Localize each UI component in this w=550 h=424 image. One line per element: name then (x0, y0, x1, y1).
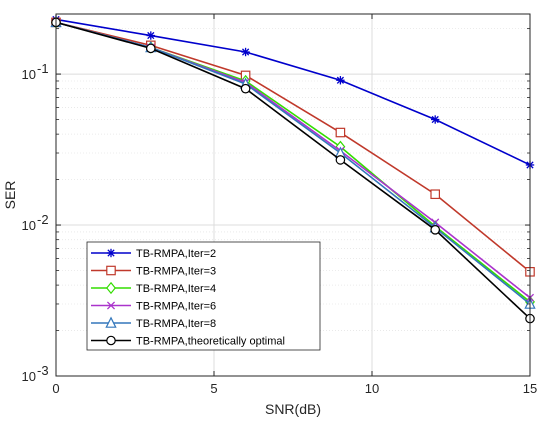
y-tick-exponent: -2 (37, 212, 49, 227)
legend-entry: TB-RMPA,Iter=2 (91, 248, 216, 260)
legend-label: TB-RMPA,Iter=8 (136, 318, 216, 330)
data-point (241, 47, 250, 57)
series-6 (51, 17, 535, 324)
x-tick-label: 10 (365, 381, 379, 396)
legend-marker (105, 316, 117, 328)
legend-entry: TB-RMPA,Iter=6 (91, 301, 216, 313)
legend-marker (106, 301, 116, 310)
plot-frame (55, 13, 531, 377)
legend-label: TB-RMPA,Iter=2 (136, 248, 216, 260)
legend-entry: TB-RMPA,Iter=4 (91, 281, 216, 295)
y-tick-base: 10 (22, 369, 36, 384)
y-tick-base: 10 (22, 218, 36, 233)
legend-label: TB-RMPA,Iter=4 (136, 283, 216, 295)
legend: TB-RMPA,Iter=2 TB-RMPA,Iter=3 TB-RMPA,Iter… (86, 241, 321, 351)
legend-label: TB-RMPA,theoretically optimal (136, 336, 285, 348)
series-line (55, 18, 531, 166)
series-line (55, 21, 531, 320)
y-tick-label: 10 (22, 218, 36, 233)
x-tick-label: 15 (523, 381, 537, 396)
legend-marker (106, 281, 116, 295)
data-point (431, 115, 440, 124)
y-tick-base: 10 (22, 67, 36, 82)
legend-box (86, 241, 321, 351)
legend-marker (106, 248, 116, 258)
data-point (240, 83, 251, 94)
legend-entry: TB-RMPA,theoretically optimal (91, 336, 285, 348)
y-tick-exponent: -1 (37, 61, 49, 76)
y-tick-label: 10 (22, 369, 36, 384)
data-point (430, 189, 440, 200)
series-line (55, 21, 531, 273)
y-tick-label: 10 (22, 67, 36, 82)
y-axis-label: SER (2, 181, 18, 210)
y-tick-exponent: -3 (37, 363, 49, 378)
data-point (335, 127, 346, 138)
x-tick-label: 0 (52, 381, 59, 396)
legend-label: TB-RMPA,Iter=6 (136, 301, 216, 313)
legend-marker (106, 335, 116, 346)
data-point (336, 76, 345, 85)
data-point (146, 43, 156, 54)
legend-label: TB-RMPA,Iter=3 (136, 266, 216, 278)
x-axis-label: SNR(dB) (265, 401, 321, 417)
legend-marker (106, 265, 116, 276)
data-point (430, 224, 440, 235)
data-point (146, 31, 155, 40)
legend-entry: TB-RMPA,Iter=8 (91, 316, 216, 330)
x-tick-label: 5 (210, 381, 217, 396)
data-point (335, 155, 346, 165)
legend-entry: TB-RMPA,Iter=3 (91, 266, 216, 278)
